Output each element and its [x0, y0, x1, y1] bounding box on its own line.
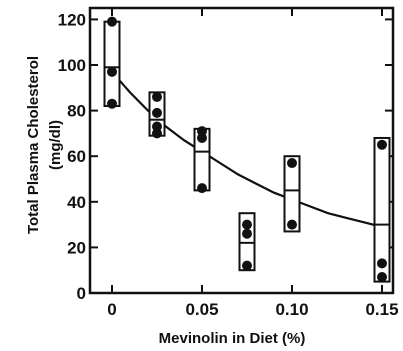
range-box	[283, 155, 301, 233]
data-point	[107, 98, 117, 109]
x-tick-label: 0.10	[275, 300, 308, 319]
data-point	[242, 260, 252, 271]
y-tick-label: 100	[58, 56, 86, 75]
y-tick-label: 120	[58, 10, 86, 29]
y-tick-label: 80	[67, 102, 86, 121]
y-axis-label-line2: (mg/dl)	[47, 120, 64, 170]
x-axis-label: Mevinolin in Diet (%)	[159, 330, 306, 347]
data-point	[287, 158, 297, 169]
data-point	[152, 91, 162, 102]
data-point	[107, 16, 117, 27]
data-point	[287, 219, 297, 230]
data-point	[197, 132, 207, 143]
data-point	[152, 128, 162, 139]
y-tick-label: 60	[67, 147, 86, 166]
data-point	[107, 66, 117, 77]
y-tick-label: 20	[67, 238, 86, 257]
y-tick-label: 0	[77, 284, 86, 303]
x-tick-label: 0.05	[185, 300, 218, 319]
y-axis-label: Total Plasma Cholesterol (mg/dl)	[25, 56, 64, 234]
data-point	[377, 272, 387, 283]
y-tick-label: 40	[67, 193, 86, 212]
data-point	[152, 107, 162, 118]
x-tick-label: 0	[107, 300, 116, 319]
data-point	[152, 121, 162, 132]
data-point	[377, 258, 387, 269]
x-tick-label: 0.15	[365, 300, 398, 319]
data-point	[242, 228, 252, 239]
data-point	[197, 126, 207, 137]
range-box	[103, 20, 121, 108]
plot-frame	[88, 6, 395, 295]
data-point	[377, 139, 387, 150]
data-point	[197, 183, 207, 194]
data-point	[242, 219, 252, 230]
y-axis-label-line1: Total Plasma Cholesterol	[25, 56, 42, 234]
